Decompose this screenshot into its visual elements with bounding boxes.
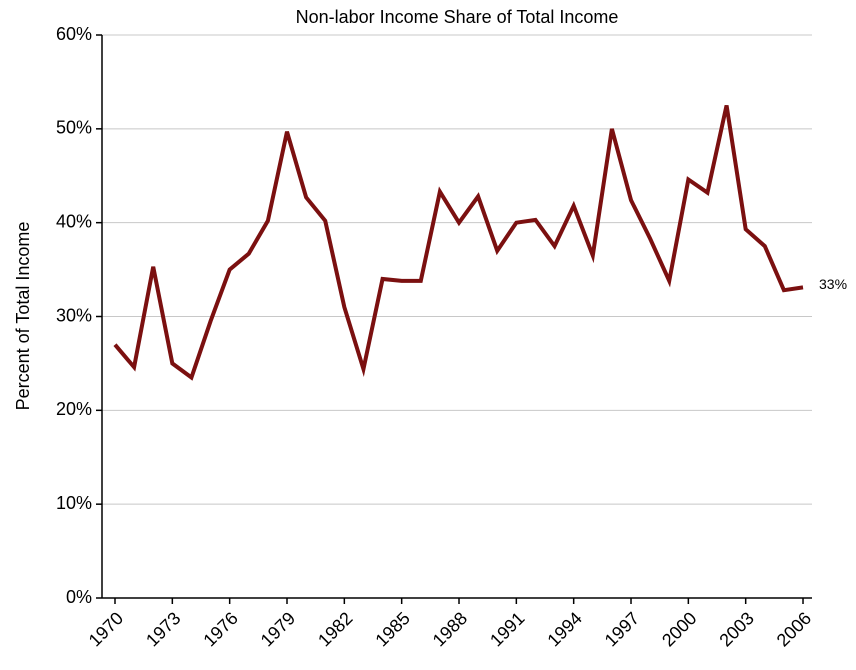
x-tick-label: 1991: [486, 608, 528, 650]
y-tick-label: 20%: [56, 399, 92, 419]
y-tick-label: 10%: [56, 493, 92, 513]
y-tick-label: 60%: [56, 24, 92, 44]
x-tick-label: 1988: [429, 608, 471, 650]
data-label: 33%: [819, 276, 847, 292]
x-tick-label: 1997: [601, 608, 643, 650]
y-axis-label: Percent of Total Income: [13, 222, 33, 411]
x-tick-label: 1970: [85, 608, 127, 650]
x-tick-label: 2006: [773, 608, 815, 650]
x-tick-label: 1979: [257, 608, 299, 650]
x-tick-label: 2000: [658, 608, 700, 650]
y-tick-label: 50%: [56, 118, 92, 138]
x-tick-label: 1994: [543, 608, 585, 650]
y-tick-label: 0%: [66, 587, 92, 607]
chart-title: Non-labor Income Share of Total Income: [296, 7, 619, 27]
x-tick-label: 2003: [715, 608, 757, 650]
y-tick-label: 40%: [56, 211, 92, 231]
y-tick-label: 30%: [56, 305, 92, 325]
x-tick-label: 1982: [314, 608, 356, 650]
x-tick-label: 1973: [142, 608, 184, 650]
x-tick-label: 1985: [371, 608, 413, 650]
line: [113, 104, 804, 381]
x-tick-label: 1976: [199, 608, 241, 650]
